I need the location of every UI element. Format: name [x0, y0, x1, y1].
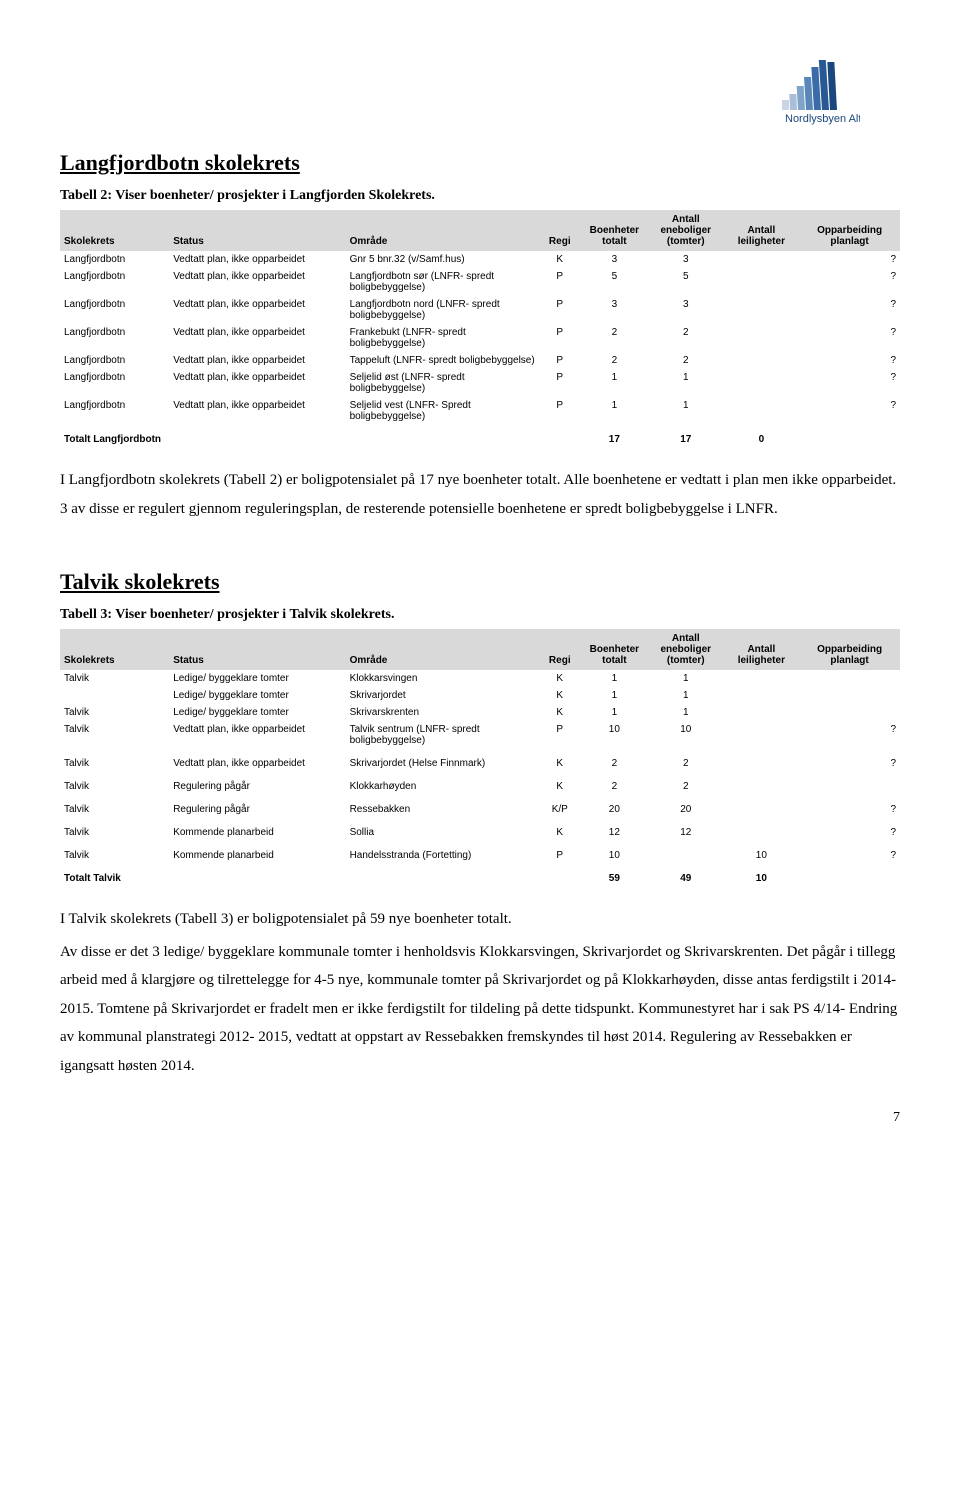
col-header-skolekrets: Skolekrets: [60, 629, 169, 670]
table-row: LangfjordbotnVedtatt plan, ikke opparbei…: [60, 268, 900, 296]
section1-paragraph: I Langfjordbotn skolekrets (Tabell 2) er…: [60, 466, 900, 523]
total-row: Totalt Langfjordbotn17170: [60, 431, 900, 448]
col-header-omrade: Område: [346, 629, 539, 670]
table-row: TalvikRegulering pågårKlokkarhøydenK22: [60, 778, 900, 795]
table-row: LangfjordbotnVedtatt plan, ikke opparbei…: [60, 369, 900, 397]
col-header-status: Status: [169, 210, 345, 251]
section2-paragraph2: Av disse er det 3 ledige/ byggeklare kom…: [60, 938, 900, 1081]
table-row: TalvikLedige/ byggeklare tomterSkrivarsk…: [60, 704, 900, 721]
section2-paragraph1: I Talvik skolekrets (Tabell 3) er boligp…: [60, 905, 900, 934]
col-header-omrade: Område: [346, 210, 539, 251]
col-header-leiligheter: Antall leiligheter: [724, 210, 800, 251]
table2-caption: Tabell 2: Viser boenheter/ prosjekter i …: [60, 188, 900, 204]
col-header-skolekrets: Skolekrets: [60, 210, 169, 251]
table-row: LangfjordbotnVedtatt plan, ikke opparbei…: [60, 352, 900, 369]
col-header-regi: Regi: [539, 629, 581, 670]
table-row: LangfjordbotnVedtatt plan, ikke opparbei…: [60, 296, 900, 324]
col-header-boenheter: Boenheter totalt: [581, 210, 648, 251]
total-row: Totalt Talvik594910: [60, 870, 900, 887]
svg-text:Nordlysbyen Alta: Nordlysbyen Alta: [785, 113, 860, 125]
col-header-eneboliger: Antall eneboliger (tomter): [648, 629, 724, 670]
col-header-leiligheter: Antall leiligheter: [724, 629, 800, 670]
table-row: TalvikVedtatt plan, ikke opparbeidetSkri…: [60, 755, 900, 772]
table3-caption: Tabell 3: Viser boenheter/ prosjekter i …: [60, 607, 900, 623]
col-header-status: Status: [169, 629, 345, 670]
col-header-regi: Regi: [539, 210, 581, 251]
header: Nordlysbyen Alta: [60, 40, 900, 140]
table2: SkolekretsStatusOmrådeRegiBoenheter tota…: [60, 210, 900, 448]
table-row: LangfjordbotnVedtatt plan, ikke opparbei…: [60, 324, 900, 352]
table-row: TalvikKommende planarbeidSolliaK1212?: [60, 824, 900, 841]
brand-logo: Nordlysbyen Alta: [720, 60, 860, 135]
table-row: TalvikKommende planarbeidHandelsstranda …: [60, 847, 900, 864]
table-row: TalvikRegulering pågårRessebakkenK/P2020…: [60, 801, 900, 818]
section2-title: Talvik skolekrets: [60, 569, 900, 595]
table-row: LangfjordbotnVedtatt plan, ikke opparbei…: [60, 397, 900, 425]
table3: SkolekretsStatusOmrådeRegiBoenheter tota…: [60, 629, 900, 887]
col-header-boenheter: Boenheter totalt: [581, 629, 648, 670]
col-header-opparbeiding: Opparbeiding planlagt: [799, 629, 900, 670]
table-row: Ledige/ byggeklare tomterSkrivarjordetK1…: [60, 687, 900, 704]
col-header-eneboliger: Antall eneboliger (tomter): [648, 210, 724, 251]
table-row: LangfjordbotnVedtatt plan, ikke opparbei…: [60, 251, 900, 268]
table-row: TalvikLedige/ byggeklare tomterKlokkarsv…: [60, 670, 900, 687]
col-header-opparbeiding: Opparbeiding planlagt: [799, 210, 900, 251]
page-number: 7: [60, 1110, 900, 1126]
table-row: TalvikVedtatt plan, ikke opparbeidetTalv…: [60, 721, 900, 749]
section1-title: Langfjordbotn skolekrets: [60, 150, 900, 176]
